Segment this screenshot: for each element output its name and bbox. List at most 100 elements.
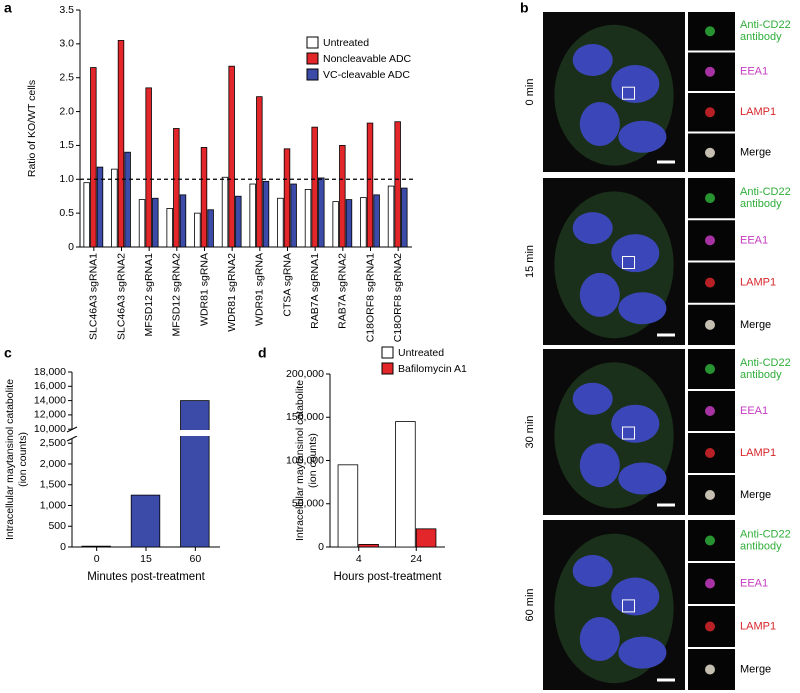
channel-label: Anti-CD22 [740,186,791,198]
bar [262,180,270,248]
y-tick-label: 2.0 [59,105,74,117]
x-tick-label: C18ORF8 sgRNA2 [392,253,404,342]
bar [152,197,159,248]
legend-label: Bafilomycin A1 [398,363,467,375]
y-tick-label: 1,500 [40,479,66,491]
channel-label: antibody [740,198,782,210]
bar [179,194,187,248]
y-tick-label: 2,000 [40,458,66,470]
channel-spot [705,406,715,416]
legend-label: Noncleavable ADC [323,53,412,65]
channel-label: EEA1 [740,66,768,78]
row-label: 0 min [524,79,536,106]
x-tick-label: C18ORF8 sgRNA1 [364,253,376,342]
bar [207,209,214,248]
x-tick-label: SLC46A3 sgRNA2 [115,253,127,340]
bar [318,177,325,248]
bar [358,544,379,548]
channel-label: antibody [740,540,782,552]
bar [394,121,401,248]
channel-spot [705,147,715,158]
y-tick-label: 500 [48,520,66,532]
x-tick-label: MFSD12 sgRNA1 [143,253,155,337]
channel-spot [705,107,715,118]
nucleus [611,577,660,616]
legend-swatch [306,68,319,81]
inset-box [622,255,636,269]
y-tick-label: 0 [318,541,324,553]
row-label: 60 min [524,588,536,621]
y-axis-label: Intracellular maytansinol catabolite [4,379,16,540]
nucleus [618,292,667,325]
bar [337,464,359,548]
bar [221,176,229,248]
channel-spot [705,621,715,632]
channel-label: EEA1 [740,577,768,589]
bar [395,421,416,548]
bar [90,67,97,248]
channel-label: antibody [740,369,782,381]
bar [117,40,125,248]
y-tick-label: 14,000 [34,394,66,406]
bar [249,183,256,248]
bar [256,96,263,248]
x-tick-label: WDR81 sgRNA2 [226,253,238,332]
y-tick-label: 1.5 [59,139,74,151]
bar [373,194,380,248]
channel-spot [705,193,715,204]
x-tick-label: WDR91 sgRNA [254,253,266,326]
bar [290,183,297,248]
bar [173,128,180,248]
nucleus [618,120,667,153]
x-tick-label: 4 [356,553,362,565]
bar [311,126,318,248]
panel-label: a [4,0,12,16]
bar [387,185,395,248]
row-label: 30 min [524,415,536,448]
bar [124,151,131,248]
nucleus [618,636,667,669]
panel-label: d [258,345,267,361]
legend-swatch [306,52,319,65]
bar [360,197,367,248]
y-tick-label: 3.5 [59,4,74,16]
x-tick-label: RAB7A sgRNA1 [309,253,321,329]
bar [138,199,146,248]
channel-spot [705,319,715,330]
y-tick-label: 18,000 [34,366,66,378]
bar [96,166,104,248]
y-tick-label: 1,000 [40,499,66,511]
channel-spot [705,448,715,458]
axis-break-gap [73,430,221,436]
channel-spot [705,364,715,374]
legend-swatch [381,362,394,375]
y-tick-label: 16,000 [34,380,66,392]
legend-label: VC-cleavable ADC [323,69,410,81]
nucleus [618,462,667,495]
y-tick-label: 200,000 [286,368,324,380]
bar [194,212,201,248]
row-label: 15 min [524,245,536,278]
y-axis-label: (ion counts) [17,432,29,487]
nucleus [579,102,620,146]
x-tick-label: SLC46A3 sgRNA1 [88,253,100,340]
nucleus [611,404,660,443]
channel-spot [705,664,715,675]
x-tick-label: RAB7A sgRNA2 [337,253,349,329]
x-axis-label: Hours post-treatment [333,571,442,583]
bar [180,400,210,548]
y-tick-label: 50,000 [292,498,324,510]
bar [166,208,173,248]
x-tick-label: MFSD12 sgRNA2 [171,253,183,337]
y-tick-label: 2,500 [40,437,66,449]
channel-spot [705,535,715,546]
channel-label: Merge [740,319,771,331]
x-tick-label: 60 [189,553,201,565]
bar [345,199,353,248]
legend-swatch [381,346,394,359]
x-tick-label: 15 [140,553,152,565]
channel-spot [705,277,715,288]
inset-box [622,599,636,613]
y-tick-label: 1.0 [59,173,74,185]
